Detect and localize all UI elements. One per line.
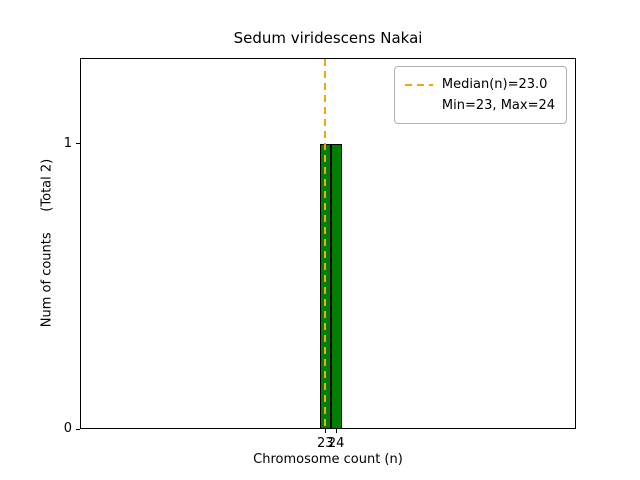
- legend: Median(n)=23.0 Min=23, Max=24: [393, 66, 567, 124]
- x-tick-label: 23: [316, 436, 334, 451]
- x-tick-mark: [324, 429, 326, 433]
- x-tick-mark: [335, 429, 337, 433]
- y-tick-label: 0: [63, 421, 72, 436]
- x-tick-label: 24: [327, 436, 345, 451]
- legend-entry-median: Median(n)=23.0: [441, 77, 548, 92]
- plot-area: Median(n)=23.0 Min=23, Max=24: [80, 58, 576, 429]
- y-tick-mark: [76, 428, 80, 430]
- legend-entry-minmax: Min=23, Max=24: [441, 98, 555, 113]
- y-axis-label: Num of counts (Total 2): [39, 158, 55, 328]
- histogram-bar: [330, 143, 342, 429]
- legend-row-median: Median(n)=23.0: [404, 74, 555, 95]
- x-axis-label: Chromosome count (n): [253, 452, 403, 467]
- y-tick-mark: [76, 143, 80, 145]
- legend-row-minmax: Min=23, Max=24: [405, 95, 555, 116]
- median-line: [324, 59, 327, 428]
- median-dashed-line-sample: [404, 83, 433, 86]
- y-tick-label: 1: [63, 135, 72, 151]
- chart-title: Sedum viridescens Nakai: [233, 29, 423, 47]
- legend-sample-spacer: [405, 105, 433, 107]
